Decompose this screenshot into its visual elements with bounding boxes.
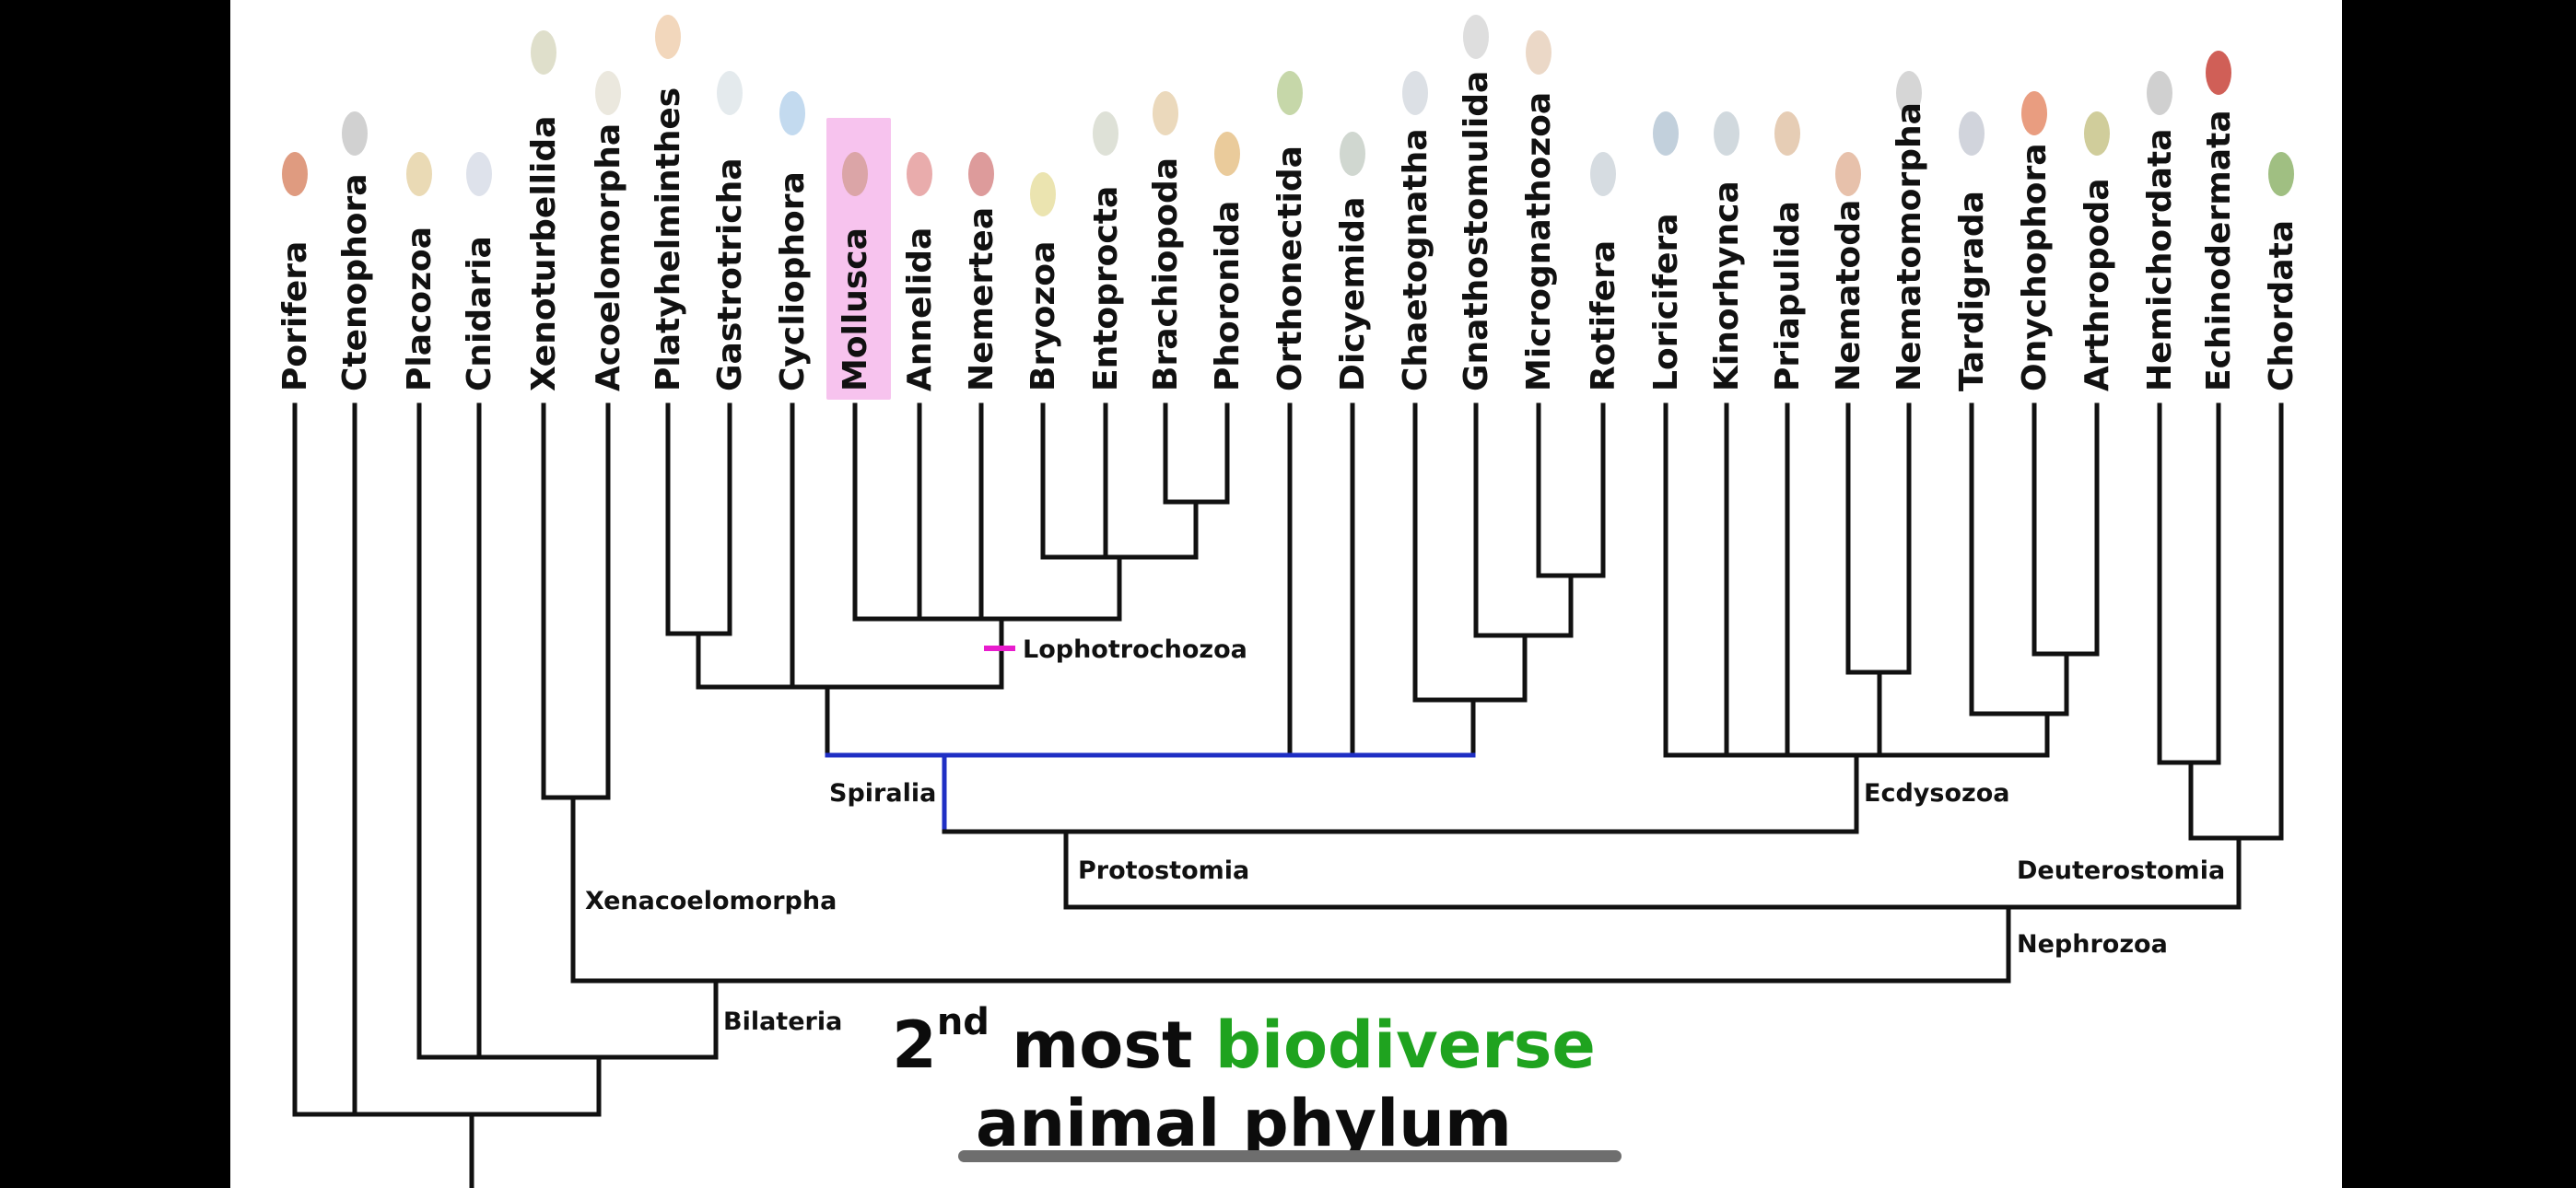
priapulid-icon <box>1774 111 1800 156</box>
phylum-label-cnidaria: Cnidaria <box>461 236 498 391</box>
cycliophoran-icon <box>779 91 805 135</box>
ribbon-worm-icon <box>968 152 994 196</box>
clade-label-deuterostomia: Deuterostomia <box>2017 856 2225 885</box>
brachiopod-icon <box>1153 91 1178 135</box>
caption-word-biodiverse: biodiverse <box>1214 1007 1596 1083</box>
phylum-label-mollusca: Mollusca <box>837 227 874 391</box>
sponge-icon <box>282 152 308 196</box>
velvet-worm-icon <box>2021 91 2047 135</box>
phylum-labels: Porifera Ctenophora Placozoa Cnidaria Xenotu… <box>276 71 2301 391</box>
slide: Porifera Ctenophora Placozoa Cnidaria Xenotu… <box>230 0 2342 1188</box>
phylum-label-entoprocta: Entoprocta <box>1087 186 1125 391</box>
phylum-label-gastrotricha: Gastrotricha <box>711 157 749 391</box>
acorn-worm-icon <box>2147 71 2172 115</box>
frog-icon <box>2268 152 2294 196</box>
phylum-label-xenoturbellida: Xenoturbellida <box>525 116 563 391</box>
phylum-label-chaetognatha: Chaetognatha <box>1397 128 1434 391</box>
phylum-label-acoelomorpha: Acoelomorpha <box>590 123 627 391</box>
phylum-label-phoronida: Phoronida <box>1209 201 1247 391</box>
phylum-label-rotifera: Rotifera <box>1585 240 1622 391</box>
loriciferan-icon <box>1653 111 1679 156</box>
jaw-worm-icon <box>1463 15 1489 59</box>
phylum-icons <box>282 15 2294 216</box>
phylum-label-cycliophora: Cycliophora <box>774 171 812 391</box>
clade-label-xenacoelomorpha: Xenacoelomorpha <box>585 887 837 915</box>
mud-dragon-icon <box>1714 111 1739 156</box>
phylum-label-priapulida: Priapulida <box>1769 201 1807 391</box>
phylum-label-onychophora: Onychophora <box>2016 143 2054 391</box>
phylum-label-dicyemida: Dicyemida <box>1334 197 1372 391</box>
bryozoan-icon <box>1030 172 1056 216</box>
clade-labels: Lophotrochozoa Spiralia Ecdysozoa Protos… <box>585 635 2225 1036</box>
phylum-label-hemichordata: Hemichordata <box>2141 129 2179 391</box>
phylum-label-nemertea: Nemertea <box>963 207 1001 391</box>
phylum-label-orthonectida: Orthonectida <box>1271 146 1309 391</box>
mollusc-icon <box>842 152 868 196</box>
placozoan-icon <box>406 152 432 196</box>
comb-jelly-icon <box>342 111 368 156</box>
phylum-label-placozoa: Placozoa <box>401 227 439 391</box>
caption-ordinal-suffix: nd <box>936 1001 989 1043</box>
phylum-label-ctenophora: Ctenophora <box>336 173 374 391</box>
horsehair-worm-icon <box>1896 71 1922 115</box>
phylum-label-gnathostomulida: Gnathostomulida <box>1458 71 1495 391</box>
home-indicator[interactable] <box>958 1150 1622 1162</box>
phylogenetic-tree: Porifera Ctenophora Placozoa Cnidaria Xenotu… <box>276 15 2301 1188</box>
phylum-label-nematoda: Nematoda <box>1830 200 1868 391</box>
phylum-label-micrognathozoa: Micrognathozoa <box>1520 92 1558 391</box>
tardigrade-icon <box>1959 111 1985 156</box>
clade-label-lophotrochozoa: Lophotrochozoa <box>1023 635 1247 664</box>
phylum-label-bryozoa: Bryozoa <box>1025 241 1062 391</box>
phylum-label-platyhelminthes: Platyhelminthes <box>650 87 687 391</box>
caption-line-1: 2nd most biodiverse <box>230 1004 2257 1077</box>
caption-ordinal-number: 2 <box>892 1007 937 1083</box>
phylum-label-porifera: Porifera <box>276 241 314 391</box>
starfish-icon <box>2206 51 2231 95</box>
phylum-label-brachiopoda: Brachiopoda <box>1147 157 1185 391</box>
tree-branches <box>292 402 2284 1188</box>
phoronid-icon <box>1214 132 1240 176</box>
caption-word-most: most <box>1012 1007 1193 1083</box>
annelid-worm-icon <box>907 152 932 196</box>
phylum-label-echinodermata: Echinodermata <box>2200 110 2238 391</box>
phylum-label-tardigrada: Tardigrada <box>1953 191 1991 391</box>
caption-line-2: animal phylum <box>976 1086 1512 1161</box>
xenoturbella-icon <box>531 30 556 75</box>
jellyfish-icon <box>466 152 492 196</box>
clade-label-ecdysozoa: Ecdysozoa <box>1864 779 2009 808</box>
flatworm-icon <box>655 15 681 59</box>
mollusca-highlight <box>826 118 891 400</box>
acoel-worm-icon <box>595 71 621 115</box>
clade-label-spiralia: Spiralia <box>829 779 936 808</box>
dicyemid-icon <box>1340 132 1365 176</box>
clade-label-nephrozoa: Nephrozoa <box>2017 930 2168 959</box>
arrow-worm-icon <box>1402 71 1428 115</box>
phylum-label-loricifera: Loricifera <box>1647 213 1685 391</box>
phylum-label-nematomorpha: Nematomorpha <box>1891 102 1928 391</box>
phylum-label-arthropoda: Arthropoda <box>2078 178 2116 391</box>
roundworm-icon <box>1835 152 1861 196</box>
gastrotrich-icon <box>717 71 743 115</box>
rotifer-icon <box>1590 152 1616 196</box>
clade-label-protostomia: Protostomia <box>1078 856 1249 885</box>
beetle-icon <box>2084 111 2110 156</box>
phylum-label-annelida: Annelida <box>901 227 939 391</box>
orthonectid-icon <box>1277 71 1303 115</box>
phylum-label-kinorhynca: Kinorhynca <box>1708 181 1746 391</box>
entoproct-icon <box>1093 111 1118 156</box>
clade-label-bilateria: Bilateria <box>723 1007 842 1036</box>
phylum-label-chordata: Chordata <box>2263 220 2301 391</box>
micrognathozoan-icon <box>1526 30 1551 75</box>
